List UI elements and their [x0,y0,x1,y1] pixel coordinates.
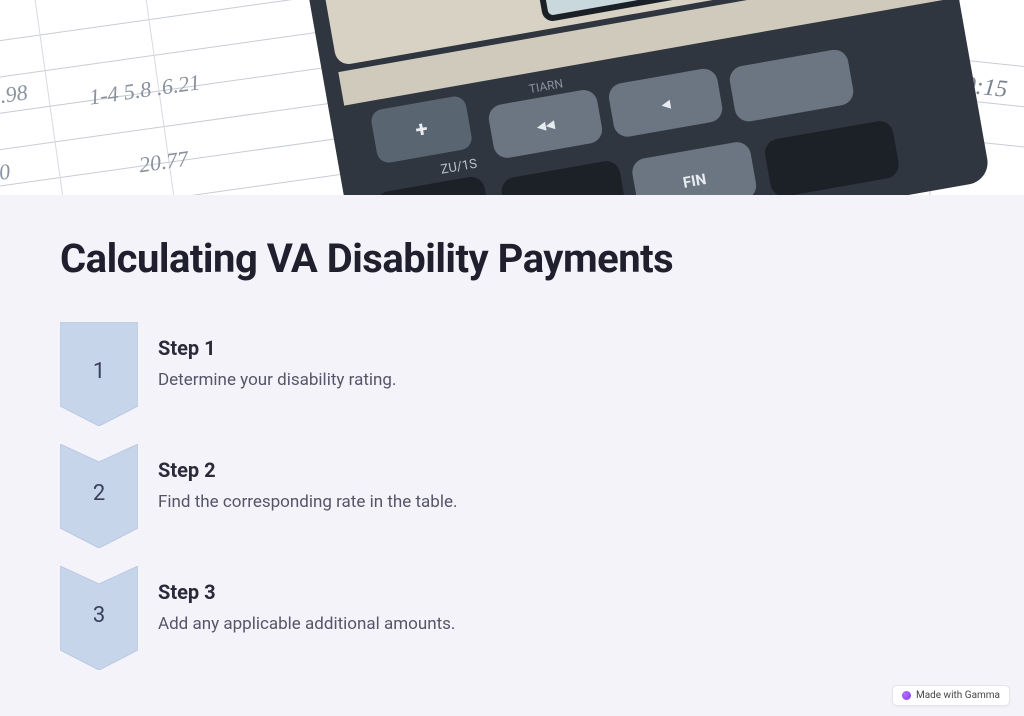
step-chevron: 2 [60,444,138,548]
hero-image: 1.0 72.98 1-4 5.8 .6.21 -.52.0 20.77 09 … [0,0,1024,195]
step-title: Step 3 [158,580,455,604]
step-desc: Determine your disability rating. [158,370,396,390]
step-title: Step 2 [158,458,457,482]
step-row: 2 Step 2 Find the corresponding rate in … [60,444,964,548]
hero-svg: 1.0 72.98 1-4 5.8 .6.21 -.52.0 20.77 09 … [0,0,1024,195]
step-number: 1 [93,359,105,384]
content-area: Calculating VA Disability Payments 1 Ste… [0,195,1024,716]
step-text: Step 3 Add any applicable additional amo… [158,566,455,634]
step-chevron: 1 [60,322,138,426]
made-with-badge[interactable]: Made with Gamma [892,685,1010,706]
step-desc: Add any applicable additional amounts. [158,614,455,634]
step-chevron: 3 [60,566,138,670]
svg-text:◂◂: ◂◂ [535,114,556,138]
step-desc: Find the corresponding rate in the table… [158,492,457,512]
gamma-icon [902,691,911,700]
badge-text: Made with Gamma [916,690,1000,701]
step-title: Step 1 [158,336,396,360]
steps-list: 1 Step 1 Determine your disability ratin… [60,322,964,670]
step-row: 3 Step 3 Add any applicable additional a… [60,566,964,670]
page-title: Calculating VA Disability Payments [60,235,964,282]
step-row: 1 Step 1 Determine your disability ratin… [60,322,964,426]
step-text: Step 1 Determine your disability rating. [158,322,396,390]
step-number: 3 [93,603,105,628]
step-number: 2 [93,481,105,506]
step-text: Step 2 Find the corresponding rate in th… [158,444,457,512]
